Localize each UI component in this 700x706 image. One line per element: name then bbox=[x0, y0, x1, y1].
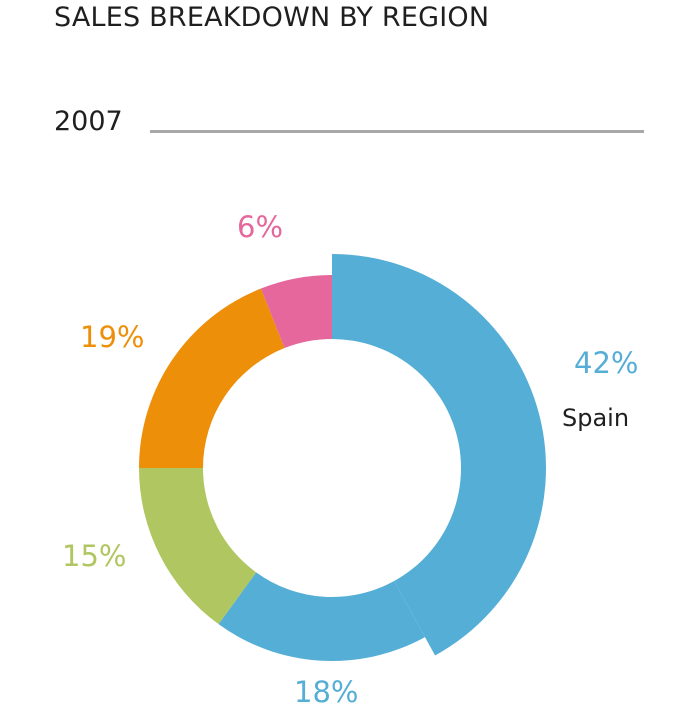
donut-slice-4 bbox=[139, 288, 285, 468]
divider-line bbox=[150, 130, 644, 133]
donut-slice-2 bbox=[218, 572, 425, 661]
donut-slices bbox=[139, 254, 546, 661]
donut-slice-3 bbox=[139, 468, 257, 625]
slice-value-label: 15% bbox=[62, 539, 126, 573]
donut-slice-1 bbox=[332, 254, 546, 656]
donut-slice-5 bbox=[260, 275, 332, 349]
slice-value-label: 19% bbox=[80, 320, 144, 354]
slice-value-label: 18% bbox=[294, 675, 358, 706]
slice-category-label: Spain bbox=[562, 404, 629, 432]
slice-value-label: 6% bbox=[237, 210, 283, 244]
chart-title: SALES BREAKDOWN BY REGION bbox=[54, 2, 490, 33]
year-label: 2007 bbox=[54, 106, 123, 137]
slice-value-label: 42% bbox=[574, 346, 638, 380]
